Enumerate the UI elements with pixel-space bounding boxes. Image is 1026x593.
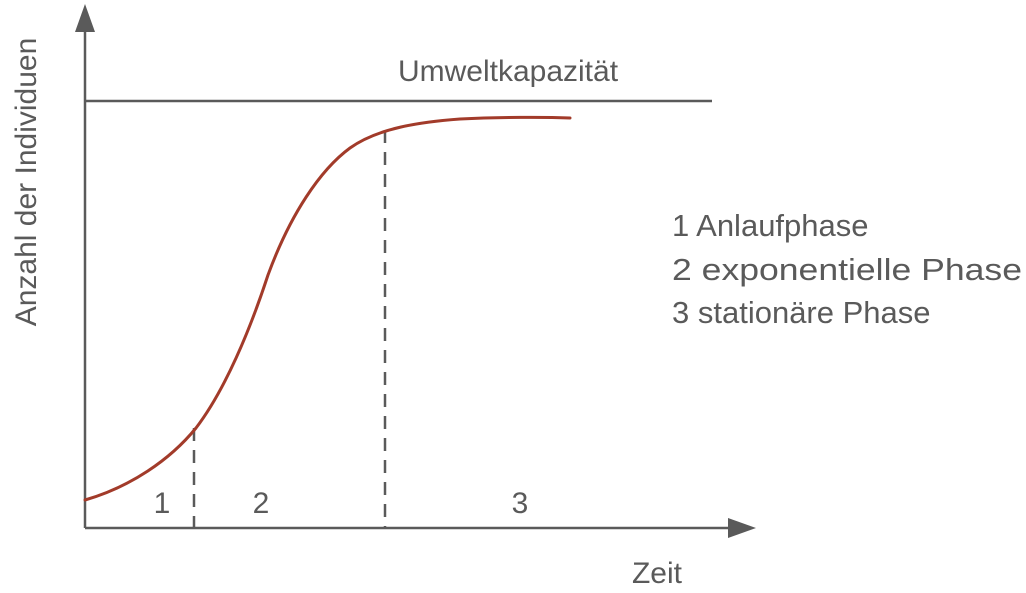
x-axis-arrow-icon (728, 518, 756, 538)
y-axis-label: Anzahl der Individuen (10, 38, 43, 327)
phase-number-1: 1 (154, 487, 171, 520)
phase-number-2: 2 (253, 487, 270, 520)
x-axis-label: Zeit (632, 557, 683, 590)
growth-curve (83, 115, 572, 502)
phase-number-3: 3 (512, 487, 529, 520)
capacity-label: Umweltkapazität (398, 55, 619, 88)
legend-item-1: 1 Anlaufphase (672, 208, 869, 243)
legend-item-2: 2 exponentielle Phase (672, 252, 1022, 287)
legend-item-3: 3 stationäre Phase (672, 295, 931, 330)
y-axis-arrow-icon (75, 4, 95, 32)
